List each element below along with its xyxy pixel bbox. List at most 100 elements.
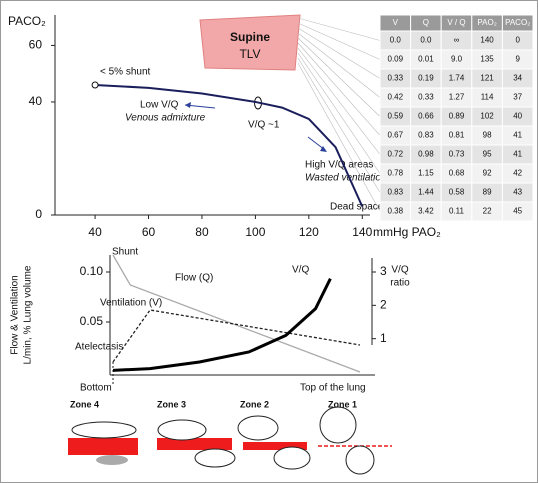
top-chart: PACO₂ mmHg PAO₂ Supine TLV < 5% shunt Lo… [8, 14, 441, 239]
annotation: V/Q ~1 [248, 120, 280, 131]
alveolus [71, 421, 137, 439]
x-label: Bottom [80, 383, 112, 394]
cell-text: ∞ [454, 36, 460, 45]
cell-text: 0.68 [449, 169, 465, 178]
cell-text: 41 [513, 150, 522, 159]
annotation: Shunt [112, 247, 138, 258]
y-tick-label: 0 [35, 207, 42, 221]
y2-tick-label: 1 [380, 331, 387, 345]
annotation: Low V/Q [140, 100, 179, 111]
y2-tick-label: 3 [380, 264, 387, 278]
cell-text: 0.0 [390, 36, 402, 45]
cell-text: 0.83 [418, 131, 434, 140]
y2-label: ratio [390, 278, 410, 289]
y2-tick-label: 2 [380, 298, 387, 312]
y-tick-label: 0.10 [80, 264, 104, 278]
connector [297, 62, 381, 212]
cell-text: 9 [515, 55, 520, 64]
lung-shape [199, 14, 301, 71]
label: TLV [239, 47, 260, 61]
cell-text: 0.83 [388, 188, 404, 197]
cell-text: 0.59 [388, 112, 404, 121]
cell [501, 201, 534, 222]
connector [297, 37, 381, 117]
cell-text: 1.44 [418, 188, 434, 197]
annotation: < 5% shunt [100, 67, 151, 78]
annotation: Wasted ventilation [305, 173, 387, 184]
cell-text: 1.74 [449, 74, 465, 83]
cell-text: 1.27 [449, 93, 465, 102]
curve [95, 84, 364, 207]
zone-label: Zone 4 [70, 399, 99, 409]
annotation: Dead space [330, 202, 384, 213]
cell-text: 1.15 [418, 169, 434, 178]
zone-block [68, 438, 138, 455]
cell-text: 0.19 [418, 74, 434, 83]
cell-text: 45 [513, 207, 522, 216]
cell-text: 9.0 [451, 55, 463, 64]
cell-text: 0.38 [388, 207, 404, 216]
y-tick-label: 60 [29, 38, 43, 52]
annotation: Venous admixture [125, 113, 206, 124]
zone-block [243, 442, 307, 450]
cell-text: 0.67 [388, 131, 404, 140]
cell-text: 0.78 [388, 169, 404, 178]
alveolus [96, 455, 128, 465]
bottom-chart: Flow & Ventilation L/min, % Lung volume … [10, 247, 411, 394]
alveolus [319, 406, 357, 444]
cell-text: 0.81 [449, 131, 465, 140]
cell-text: 37 [513, 93, 522, 102]
cell-text: 98 [483, 131, 492, 140]
alveolus [194, 448, 236, 468]
cell-text: 0.01 [418, 55, 434, 64]
zone-label: Zone 1 [328, 399, 357, 409]
cell-text: 102 [480, 112, 494, 121]
connector [297, 32, 381, 98]
cell-text: 0 [515, 36, 520, 45]
x-label: Top of the lung [300, 383, 366, 394]
alveolus [345, 445, 375, 475]
arrow-head [320, 146, 327, 152]
y-label: L/min, % Lung volume [23, 265, 34, 364]
start-point [91, 81, 99, 89]
x-unit-label: mmHg PAO₂ [373, 225, 441, 239]
cell-text: 3.42 [418, 207, 434, 216]
connector [297, 17, 381, 41]
y-tick-label: 0.05 [80, 314, 104, 328]
x-tick-label: 100 [245, 225, 265, 239]
cell-text: 0.33 [388, 74, 404, 83]
header-text: PAO₂ [477, 18, 496, 27]
y-tick-label: 40 [29, 94, 43, 108]
header-text: V / Q [447, 18, 465, 27]
connector [297, 47, 381, 155]
series-line [112, 278, 332, 372]
cell-text: 135 [480, 55, 494, 64]
label: Supine [230, 30, 270, 44]
cell-text: 42 [513, 169, 522, 178]
x-tick-label: 80 [195, 225, 209, 239]
series-label: V/Q [292, 265, 309, 276]
cell-text: 34 [513, 74, 522, 83]
header-text: Q [423, 18, 429, 27]
zones: Zone 4 Zone 3 Zone 2 Zone 1 [68, 399, 392, 475]
table: V Q V / Q PAO₂ PACO₂ 0.0 0.0 ∞ 140 0 0.09 0.01 9.0 13… [297, 14, 534, 222]
cell-text: 121 [480, 74, 494, 83]
connector [297, 27, 381, 79]
cell-text: 0.98 [418, 150, 434, 159]
x-tick-label: 120 [299, 225, 319, 239]
annotation: Atelectasis [75, 342, 123, 353]
x-tick-label: 60 [142, 225, 156, 239]
cell-text: 0.42 [388, 93, 404, 102]
cell-text: 0.09 [388, 55, 404, 64]
cell-text: 0.0 [420, 36, 432, 45]
cell-text: 0.66 [418, 112, 434, 121]
connector [297, 42, 381, 136]
connector [297, 57, 381, 193]
cell-text: 0.72 [388, 150, 404, 159]
annotation: High V/Q areas [305, 160, 373, 171]
cell-text: 43 [513, 188, 522, 197]
cell-text: 92 [483, 169, 492, 178]
cell-text: 0.89 [449, 112, 465, 121]
connector [297, 52, 381, 174]
